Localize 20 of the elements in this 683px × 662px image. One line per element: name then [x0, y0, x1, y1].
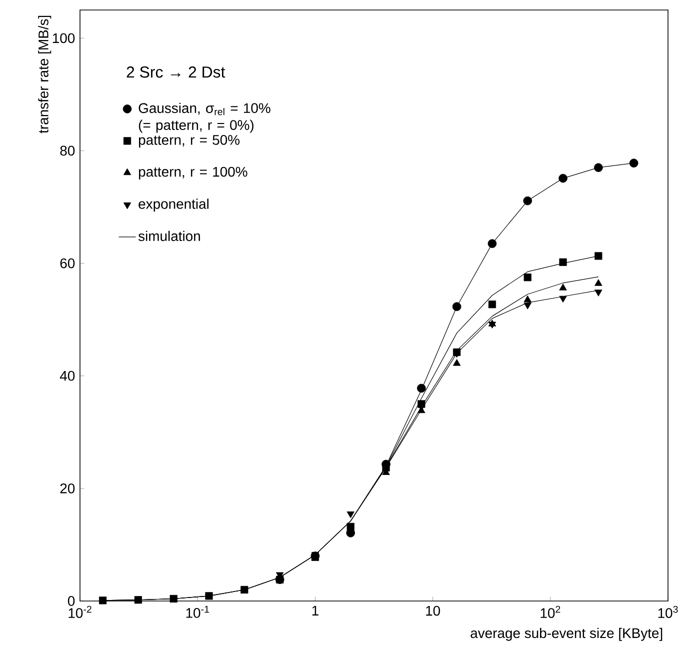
- legend-label: simulation: [138, 230, 200, 242]
- y-tick-label: 80: [60, 146, 75, 156]
- legend-label: exponential: [138, 198, 208, 212]
- y-tick-label: 0: [68, 596, 75, 606]
- legend-label: Gaussian, σ$_{rel}$ = 10% (= pattern, r = 0%): [138, 102, 270, 133]
- legend-label: pattern, r = 100%: [138, 166, 248, 180]
- x-tick-label: 10$^{-1}$: [186, 606, 209, 618]
- x-tick-label: 10$^{3}$: [658, 606, 678, 618]
- y-tick-label: 100: [52, 33, 75, 44]
- y-tick-label: 20: [60, 483, 75, 494]
- x-axis-title: average sub-event size [KByte]: [470, 628, 662, 641]
- text: 2 Src → 2 Dst: [126, 66, 226, 78]
- x-tick-label: 10$^{-2}$: [68, 606, 92, 618]
- y-axis-title: transfer rate [MB/s]: [38, 16, 52, 134]
- y-tick-label: 40: [60, 370, 75, 381]
- legend-label: pattern, r = 50%: [138, 135, 240, 148]
- y-tick-label: 60: [60, 258, 75, 268]
- x-tick-label: 1: [312, 606, 318, 616]
- x-tick-label: 10: [426, 606, 440, 616]
- x-tick-label: 10$^{2}$: [540, 606, 560, 618]
